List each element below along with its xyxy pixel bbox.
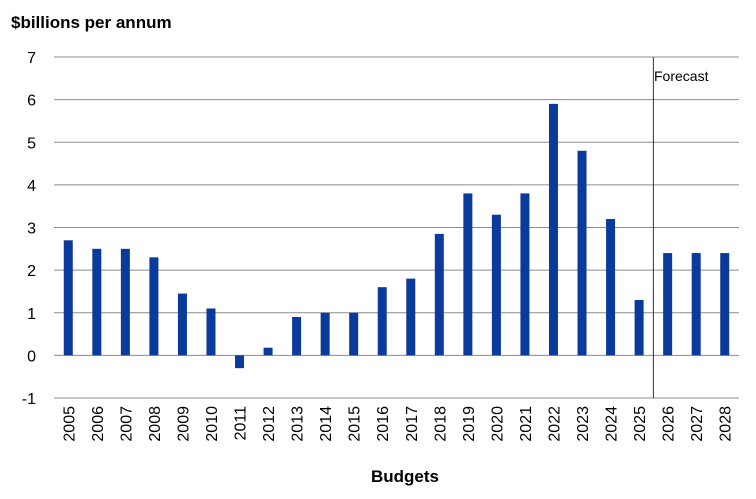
- x-tick-label: 2020: [489, 406, 506, 442]
- bar-2007: [120, 248, 130, 356]
- x-axis-ticks: 2005 2006 2007 2008 2009 2010 2011 2012 2013 2014…: [61, 406, 734, 442]
- forecast-label: Forecast: [654, 68, 709, 84]
- y-tick-label: 3: [27, 221, 36, 238]
- x-tick-label: 2027: [689, 406, 706, 442]
- x-tick-label: 2017: [404, 406, 421, 442]
- bar-2024: [606, 218, 616, 356]
- y-tick-label: 1: [27, 306, 36, 323]
- x-tick-label: 2008: [147, 406, 164, 442]
- x-tick-label: 2006: [90, 406, 107, 442]
- x-tick-label: 2026: [661, 406, 678, 442]
- x-tick-label: 2022: [546, 406, 563, 442]
- y-tick-label: 4: [27, 178, 36, 195]
- bar-2017: [406, 278, 416, 356]
- x-tick-label: 2012: [261, 406, 278, 442]
- bar-2021: [520, 193, 530, 356]
- bars: [63, 103, 730, 369]
- x-tick-label: 2014: [318, 406, 335, 442]
- x-tick-label: 2028: [718, 406, 735, 442]
- bar-2010: [206, 308, 216, 356]
- x-tick-label: 2009: [175, 406, 192, 442]
- gridlines: [54, 56, 739, 399]
- x-axis-label: Budgets: [371, 467, 439, 486]
- x-tick-label: 2005: [61, 406, 78, 442]
- bar-2009: [177, 293, 187, 356]
- bar-2015: [349, 312, 359, 356]
- bar-2014: [320, 312, 330, 356]
- y-tick-label: 6: [27, 93, 36, 110]
- y-axis-ticks: 7 6 5 4 3 2 1 0 -1: [22, 50, 36, 408]
- x-tick-label: 2024: [604, 406, 621, 442]
- x-tick-label: 2019: [461, 406, 478, 442]
- x-tick-label: 2023: [575, 406, 592, 442]
- bar-2006: [92, 248, 102, 356]
- bar-2016: [377, 287, 387, 356]
- bar-2005: [63, 240, 73, 356]
- x-tick-label: 2025: [632, 406, 649, 442]
- bar-2012: [263, 347, 273, 356]
- bar-2013: [292, 317, 302, 356]
- y-tick-label: 0: [27, 348, 36, 365]
- bar-2011: [235, 355, 245, 369]
- y-tick-label: 7: [27, 50, 36, 67]
- x-tick-label: 2021: [518, 406, 535, 442]
- bar-2025: [634, 299, 644, 356]
- bar-2028: [720, 253, 730, 356]
- x-tick-label: 2011: [233, 406, 250, 441]
- bar-2008: [149, 257, 159, 356]
- x-tick-label: 2013: [290, 406, 307, 442]
- bar-2019: [463, 193, 473, 356]
- bar-2018: [434, 233, 444, 356]
- bar-2020: [491, 214, 501, 356]
- bar-2022: [548, 103, 558, 356]
- x-tick-label: 2007: [118, 406, 135, 442]
- y-tick-label: 2: [27, 263, 36, 280]
- bar-2023: [577, 150, 587, 356]
- y-tick-label: 5: [27, 135, 36, 152]
- bar-2027: [691, 253, 701, 356]
- x-tick-label: 2016: [375, 406, 392, 442]
- bar-2026: [663, 253, 673, 356]
- x-tick-label: 2010: [204, 406, 221, 442]
- y-tick-label: -1: [22, 391, 36, 408]
- chart-title: $billions per annum: [11, 13, 172, 32]
- x-tick-label: 2015: [347, 406, 364, 442]
- x-tick-label: 2018: [432, 406, 449, 442]
